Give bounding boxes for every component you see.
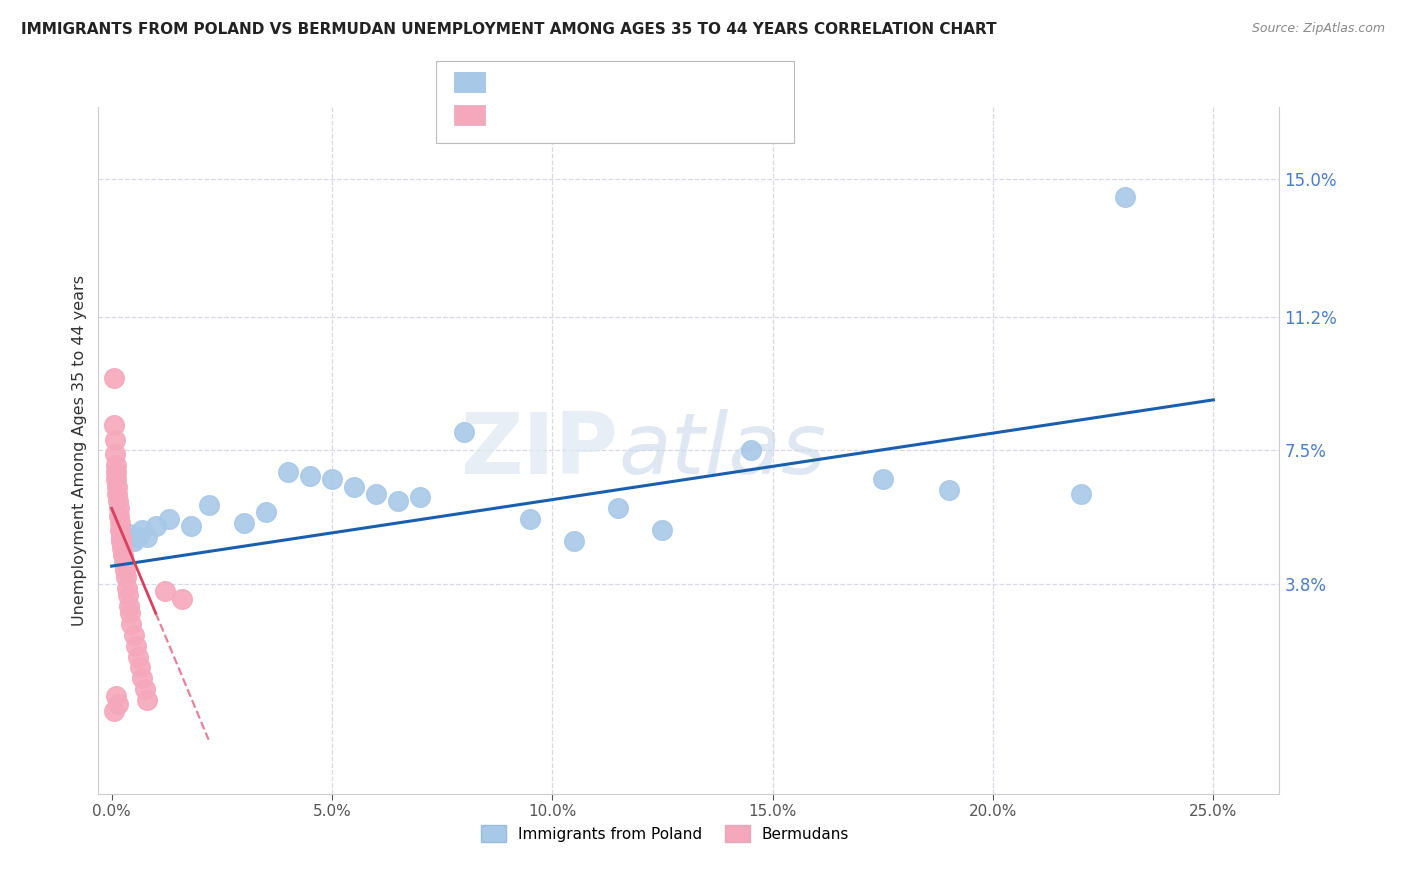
Point	[114, 570, 136, 584]
Point	[651, 523, 673, 537]
Text: N =: N =	[609, 108, 643, 123]
Point	[114, 563, 136, 577]
Point	[104, 458, 127, 472]
Text: ZIP: ZIP	[460, 409, 619, 492]
Point	[105, 690, 128, 704]
Point	[254, 505, 277, 519]
Text: IMMIGRANTS FROM POLAND VS BERMUDAN UNEMPLOYMENT AMONG AGES 35 TO 44 YEARS CORREL: IMMIGRANTS FROM POLAND VS BERMUDAN UNEMP…	[21, 22, 997, 37]
Point	[104, 447, 127, 461]
Point	[938, 483, 960, 498]
Point	[125, 639, 148, 653]
Text: R =: R =	[499, 75, 533, 90]
Point	[872, 472, 894, 486]
Point	[519, 512, 541, 526]
Point	[607, 501, 630, 516]
Point	[112, 556, 135, 570]
Point	[103, 418, 125, 433]
Point	[453, 425, 475, 440]
Point	[105, 465, 128, 479]
Point	[122, 533, 145, 548]
Point	[364, 487, 387, 501]
Text: 0.532: 0.532	[534, 75, 588, 90]
Y-axis label: Unemployment Among Ages 35 to 44 years: Unemployment Among Ages 35 to 44 years	[72, 275, 87, 626]
Point	[118, 526, 141, 541]
Point	[107, 494, 129, 508]
Point	[107, 697, 129, 711]
Point	[298, 468, 321, 483]
Point	[135, 693, 157, 707]
Point	[321, 472, 343, 486]
Text: N =: N =	[609, 75, 643, 90]
Point	[131, 523, 153, 537]
Text: 28: 28	[644, 75, 665, 90]
Text: atlas: atlas	[619, 409, 827, 492]
Point	[108, 516, 131, 530]
Point	[118, 599, 141, 613]
Point	[105, 487, 128, 501]
Point	[135, 530, 157, 544]
Point	[172, 591, 194, 606]
Point	[1114, 190, 1136, 204]
Point	[127, 530, 149, 544]
Legend: Immigrants from Poland, Bermudans: Immigrants from Poland, Bermudans	[475, 819, 855, 848]
Point	[277, 465, 299, 479]
Point	[110, 533, 132, 548]
Point	[197, 498, 219, 512]
Point	[111, 541, 134, 555]
Text: 38: 38	[644, 108, 665, 123]
Point	[105, 472, 128, 486]
Point	[110, 530, 132, 544]
Point	[409, 491, 432, 505]
Point	[122, 628, 145, 642]
Text: -0.347: -0.347	[534, 108, 589, 123]
Text: R =: R =	[499, 108, 533, 123]
Point	[153, 584, 176, 599]
Text: Source: ZipAtlas.com: Source: ZipAtlas.com	[1251, 22, 1385, 36]
Point	[387, 494, 409, 508]
Point	[157, 512, 180, 526]
Point	[145, 519, 167, 533]
Point	[740, 443, 762, 458]
Point	[134, 681, 156, 696]
Point	[103, 371, 125, 385]
Point	[107, 501, 129, 516]
Point	[104, 433, 127, 447]
Point	[343, 480, 366, 494]
Point	[120, 606, 142, 620]
Point	[105, 480, 128, 494]
Point	[129, 660, 152, 674]
Point	[108, 508, 131, 523]
Point	[117, 588, 139, 602]
Point	[103, 704, 125, 718]
Point	[180, 519, 202, 533]
Point	[121, 617, 143, 632]
Point	[111, 549, 134, 563]
Point	[115, 581, 138, 595]
Point	[127, 649, 149, 664]
Point	[232, 516, 254, 530]
Point	[1070, 487, 1092, 501]
Point	[110, 523, 132, 537]
Point	[564, 533, 586, 548]
Point	[131, 671, 153, 685]
